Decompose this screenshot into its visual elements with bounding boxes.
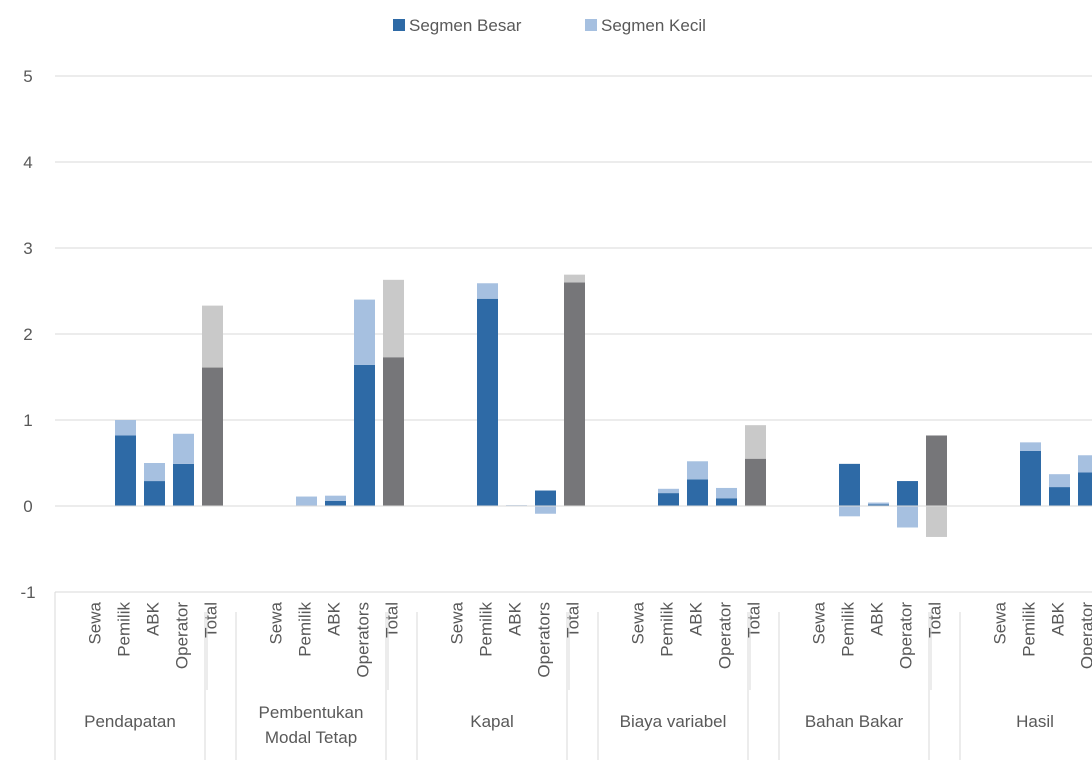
- category-label: Pemilik: [839, 602, 858, 657]
- bar-segmen-besar: [868, 504, 889, 506]
- group-label: Modal Tetap: [265, 728, 357, 747]
- bar-segmen-besar: [477, 298, 498, 506]
- bar-segmen-besar: [173, 463, 194, 506]
- bar-segmen-kecil: [354, 299, 375, 365]
- group-label: Pendapatan: [84, 712, 176, 731]
- bar-segmen-kecil: [897, 506, 918, 528]
- bar-segmen-besar: [354, 364, 375, 506]
- bar-segmen-besar: [383, 357, 404, 506]
- bar-segmen-kecil: [535, 506, 556, 514]
- bar-segmen-besar: [687, 479, 708, 506]
- category-label: Pemilik: [1020, 602, 1039, 657]
- category-label: Sewa: [86, 601, 105, 644]
- x-axis: Sewa Pemilik ABK Operator Total Pendapatan Sew…: [54, 592, 1092, 760]
- category-label: Operators: [535, 602, 554, 678]
- y-tick-label: -1: [20, 583, 35, 602]
- y-tick-label: 2: [23, 325, 32, 344]
- bar-segmen-besar: [658, 493, 679, 506]
- category-label: ABK: [144, 601, 163, 636]
- group-label: Pembentukan: [259, 703, 364, 722]
- bar-segmen-kecil: [1078, 455, 1092, 473]
- y-tick-label: 5: [23, 67, 32, 86]
- bar-segmen-kecil: [383, 279, 404, 358]
- y-tick-label: 4: [23, 153, 32, 172]
- bar-segmen-kecil: [687, 461, 708, 480]
- category-label: ABK: [687, 601, 706, 636]
- legend-swatch-segmen-kecil: [585, 19, 597, 31]
- bar-segmen-kecil: [839, 506, 860, 517]
- bar-segmen-besar: [1020, 450, 1041, 506]
- category-label: Total: [202, 602, 221, 638]
- bar-segmen-kecil: [926, 506, 947, 537]
- category-label: Pemilik: [296, 602, 315, 657]
- category-label: Sewa: [448, 601, 467, 644]
- bar-segmen-besar: [202, 367, 223, 506]
- bar-segmen-kecil: [658, 488, 679, 494]
- bar-segmen-besar: [144, 481, 165, 506]
- category-label: Pemilik: [477, 602, 496, 657]
- bar-segmen-besar: [745, 458, 766, 506]
- bar-segmen-besar: [115, 435, 136, 506]
- category-label: Operators: [354, 602, 373, 678]
- category-label: Total: [745, 602, 764, 638]
- category-label: ABK: [506, 601, 525, 636]
- bar-segmen-besar: [926, 435, 947, 506]
- group-label: Biaya variabel: [620, 712, 727, 731]
- category-label: ABK: [1049, 601, 1068, 636]
- category-label: Sewa: [629, 601, 648, 644]
- bar-segmen-kecil: [202, 305, 223, 368]
- category-label: Operator: [1078, 602, 1092, 669]
- category-label: Sewa: [810, 601, 829, 644]
- category-label: Sewa: [267, 601, 286, 644]
- category-label: Pemilik: [115, 602, 134, 657]
- bar-segmen-kecil: [564, 274, 585, 283]
- bar-segmen-kecil: [868, 502, 889, 505]
- bar-segmen-kecil: [115, 420, 136, 436]
- legend-label-segmen-besar: Segmen Besar: [409, 16, 522, 35]
- legend-label-segmen-kecil: Segmen Kecil: [601, 16, 706, 35]
- category-label: Operator: [173, 602, 192, 669]
- y-tick-label: 0: [23, 497, 32, 516]
- bar-segmen-kecil: [325, 495, 346, 501]
- category-label: ABK: [325, 601, 344, 636]
- bar-segmen-besar: [325, 500, 346, 506]
- bar-segmen-besar: [716, 498, 737, 506]
- category-label: ABK: [868, 601, 887, 636]
- bar-segmen-kecil: [745, 425, 766, 459]
- bar-segmen-besar: [535, 490, 556, 506]
- bar-segmen-besar: [839, 463, 860, 506]
- bar-segmen-besar: [1049, 487, 1070, 506]
- legend-swatch-segmen-besar: [393, 19, 405, 31]
- bar-segmen-besar: [1078, 472, 1092, 506]
- y-axis-tick-labels: -1 0 1 2 3 4 5: [20, 67, 35, 602]
- y-tick-label: 1: [23, 411, 32, 430]
- category-label: Operator: [897, 602, 916, 669]
- bar-segmen-kecil: [477, 283, 498, 299]
- bar-segmen-kecil: [716, 487, 737, 499]
- group-label: Hasil: [1016, 712, 1054, 731]
- category-label: Total: [564, 602, 583, 638]
- category-label: Total: [383, 602, 402, 638]
- bar-segmen-kecil: [1020, 442, 1041, 451]
- bar-segmen-kecil: [144, 463, 165, 482]
- group-label: Bahan Bakar: [805, 712, 904, 731]
- bar-segmen-besar: [564, 282, 585, 506]
- y-tick-label: 3: [23, 239, 32, 258]
- group-label: Kapal: [470, 712, 513, 731]
- bar-segmen-kecil: [296, 496, 317, 506]
- category-label: Total: [926, 602, 945, 638]
- category-label: Pemilik: [658, 602, 677, 657]
- bar-segmen-kecil: [173, 433, 194, 464]
- legend: Segmen Besar Segmen Kecil: [393, 16, 706, 35]
- bar-segmen-kecil: [1049, 474, 1070, 488]
- category-label: Operator: [716, 602, 735, 669]
- category-label: Sewa: [991, 601, 1010, 644]
- bar-segmen-besar: [897, 481, 918, 506]
- bars: [55, 274, 1092, 537]
